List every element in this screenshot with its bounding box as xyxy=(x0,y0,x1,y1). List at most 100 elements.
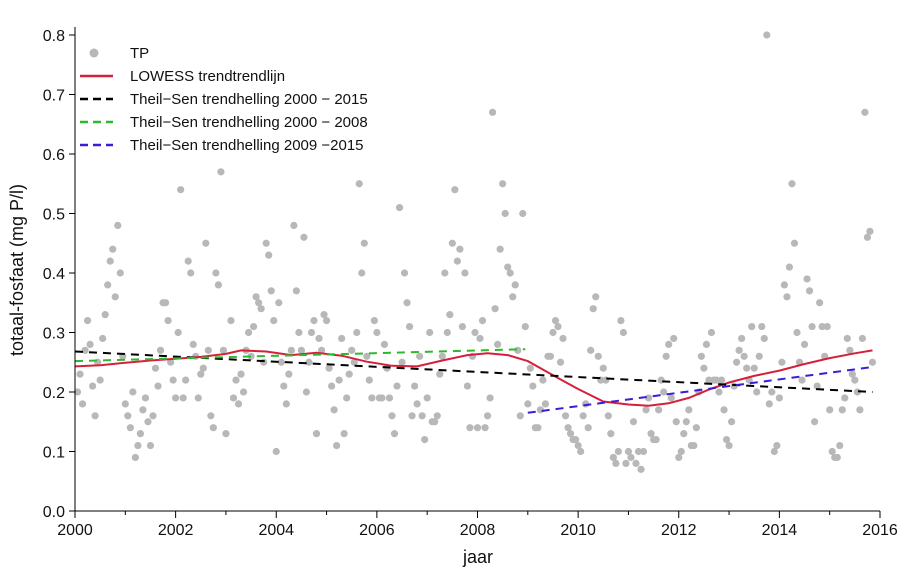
data-point xyxy=(204,346,212,354)
data-point xyxy=(199,364,207,372)
y-tick-label: 0.0 xyxy=(43,504,65,521)
data-point xyxy=(551,317,560,325)
data-point xyxy=(207,412,215,420)
data-point xyxy=(121,400,129,408)
legend-label: TP xyxy=(130,45,149,62)
data-point xyxy=(836,441,844,450)
data-point xyxy=(418,412,426,420)
data-point xyxy=(96,376,104,384)
y-tick-label: 0.2 xyxy=(43,385,65,402)
legend-label: Theil−Sen trendhelling 2000 − 2008 xyxy=(130,114,368,131)
data-point xyxy=(549,328,557,337)
data-point xyxy=(209,424,217,432)
data-point xyxy=(722,436,731,444)
axes: 0.0 0.1 0.2 0.3 0.4 0.5 0.6 0.7 0.8 2000 2002 2004 2… xyxy=(43,27,898,539)
data-point xyxy=(277,358,285,366)
data-point xyxy=(471,328,479,337)
y-tick-label: 0.8 xyxy=(43,28,65,45)
data-point xyxy=(172,394,180,402)
data-point xyxy=(667,394,675,402)
data-point xyxy=(358,269,366,277)
data-point xyxy=(564,424,572,432)
data-point xyxy=(672,418,680,426)
data-point xyxy=(154,382,162,390)
data-point xyxy=(302,388,311,396)
data-point xyxy=(833,453,841,462)
data-point xyxy=(146,441,155,450)
data-point xyxy=(194,394,202,402)
data-point xyxy=(677,447,685,456)
data-point xyxy=(267,287,275,295)
data-point xyxy=(780,281,789,289)
x-tick-label: 2000 xyxy=(57,522,93,539)
data-point xyxy=(509,293,517,301)
data-point xyxy=(189,340,197,348)
data-point xyxy=(408,412,416,420)
y-tick-label: 0.4 xyxy=(43,266,65,283)
data-point xyxy=(534,424,542,432)
data-point xyxy=(499,180,507,188)
data-point xyxy=(823,322,831,331)
x-tick-label: 2012 xyxy=(661,522,697,539)
data-point xyxy=(529,382,537,390)
data-point xyxy=(717,376,726,384)
series-line-1 xyxy=(74,349,873,407)
data-point xyxy=(257,305,265,313)
data-point xyxy=(446,311,454,319)
x-axis-title: jaar xyxy=(462,547,493,567)
data-point xyxy=(735,346,743,354)
data-point xyxy=(868,358,877,366)
data-point xyxy=(91,412,99,420)
data-point xyxy=(156,346,165,354)
data-point xyxy=(345,370,353,378)
data-point xyxy=(504,263,512,271)
data-point xyxy=(161,299,170,307)
data-point xyxy=(395,203,404,212)
x-tick-label: 2004 xyxy=(258,522,294,539)
data-point xyxy=(330,406,338,414)
data-point xyxy=(813,382,821,390)
data-point xyxy=(841,394,849,402)
data-point xyxy=(783,293,791,301)
data-point xyxy=(614,447,622,456)
data-point xyxy=(169,376,177,384)
data-point xyxy=(863,233,872,241)
data-point xyxy=(287,346,295,354)
data-point xyxy=(692,424,700,432)
data-point xyxy=(808,322,816,331)
data-point xyxy=(624,447,633,456)
data-point xyxy=(478,317,487,325)
data-point xyxy=(149,412,157,420)
data-point xyxy=(793,328,801,337)
data-point xyxy=(166,358,175,366)
data-point xyxy=(275,299,283,307)
data-point xyxy=(433,412,441,420)
data-point xyxy=(516,412,524,420)
data-point xyxy=(416,352,424,360)
data-point xyxy=(421,436,429,444)
data-point xyxy=(320,311,328,319)
data-point xyxy=(778,358,786,366)
data-point xyxy=(715,388,723,396)
data-point xyxy=(486,394,494,402)
data-point xyxy=(506,269,514,277)
data-point xyxy=(378,394,386,402)
data-point xyxy=(481,424,489,432)
data-point xyxy=(690,441,698,450)
data-point xyxy=(177,186,185,194)
data-point xyxy=(843,334,851,343)
data-point xyxy=(124,412,132,420)
data-point xyxy=(519,209,527,218)
data-point xyxy=(355,180,363,188)
data-point xyxy=(561,412,570,420)
data-point xyxy=(335,376,343,384)
data-point xyxy=(295,328,303,337)
data-point xyxy=(134,441,142,450)
data-point xyxy=(511,281,519,289)
data-point xyxy=(818,322,826,331)
data-point xyxy=(232,376,240,384)
data-point xyxy=(393,382,401,390)
data-point xyxy=(458,322,467,331)
data-point xyxy=(448,239,456,247)
